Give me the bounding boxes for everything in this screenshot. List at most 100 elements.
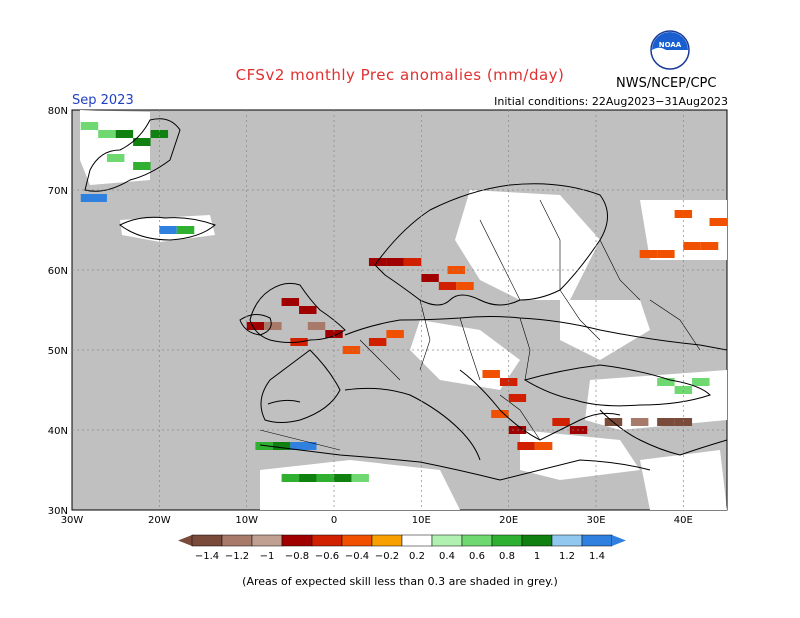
anomaly-cell: [639, 250, 658, 258]
anomaly-cell: [80, 122, 99, 130]
colorbar-label: −1.2: [225, 551, 249, 562]
colorbar-label: −0.6: [315, 551, 339, 562]
colorbar-swatch: [221, 534, 253, 547]
anomaly-cell: [246, 322, 265, 330]
anomaly-cell: [133, 138, 151, 146]
anomaly-cell: [98, 130, 116, 138]
anomaly-cell: [368, 338, 387, 346]
latitude-tick-label: 30N: [48, 506, 68, 517]
anomaly-cell: [176, 226, 195, 234]
anomaly-cell: [316, 474, 334, 482]
colorbar-label: −1: [260, 551, 275, 562]
longitude-tick-label: 20W: [148, 515, 171, 526]
anomaly-cell: [683, 242, 701, 250]
anomaly-cell: [552, 418, 570, 426]
colorbar-swatch: [371, 534, 403, 547]
colorbar-high-arrow: [612, 535, 626, 546]
anomaly-cell: [657, 418, 675, 426]
anomaly-cell: [159, 226, 177, 234]
anomaly-cell: [674, 210, 693, 218]
logo-text: NOAA: [659, 41, 682, 49]
latitude-ticks: 30N 40N 50N 60N 70N 80N: [48, 106, 68, 517]
colorbar-label: 0.6: [469, 551, 485, 562]
anomaly-cell: [342, 346, 361, 354]
longitude-ticks: 30W 20W 10W 0 10E 20E 30E 40E: [61, 515, 693, 526]
colorbar-label: 1.2: [559, 551, 575, 562]
colorbar-label: 0.8: [499, 551, 515, 562]
anomaly-cell: [456, 282, 474, 290]
colorbar-label: 1: [534, 551, 540, 562]
longitude-tick-label: 20E: [499, 515, 518, 526]
colorbar-swatch: [311, 534, 343, 547]
anomaly-cell: [508, 394, 527, 402]
colorbar-swatch: [341, 534, 373, 547]
colorbar-label: −1.4: [195, 551, 219, 562]
anomaly-cell: [657, 378, 675, 386]
anomaly-cell: [334, 474, 352, 482]
anomaly-cell: [299, 306, 317, 314]
colorbar-swatch: [551, 534, 583, 547]
latitude-tick-label: 50N: [48, 346, 68, 357]
anomaly-cell: [447, 266, 465, 274]
anomaly-cell: [150, 130, 169, 138]
anomaly-cell: [491, 410, 509, 418]
forecast-month-label: Sep 2023: [72, 93, 134, 108]
anomaly-cell: [438, 282, 457, 290]
longitude-tick-label: 30E: [586, 515, 605, 526]
longitude-tick-label: 30W: [61, 515, 84, 526]
latitude-tick-label: 70N: [48, 186, 68, 197]
anomaly-cell: [281, 298, 300, 306]
colorbar-low-arrow: [178, 535, 192, 546]
colorbar-legend: −1.4 −1.2 −1 −0.8 −0.6 −0.4 −0.2 0.2 0.4 0.6 0.8 1 1…: [178, 534, 626, 562]
anomaly-cell: [709, 218, 727, 226]
anomaly-cell: [534, 442, 553, 450]
anomaly-cell: [351, 474, 369, 482]
latitude-tick-label: 80N: [48, 106, 68, 117]
colorbar-label: 0.4: [439, 551, 455, 562]
anomaly-cell: [299, 474, 317, 482]
colorbar-label: −0.2: [375, 551, 399, 562]
noaa-logo-icon: NOAA: [650, 30, 690, 70]
anomaly-cell: [700, 242, 719, 250]
anomaly-cell: [264, 322, 282, 330]
anomaly-cell: [421, 274, 439, 282]
anomaly-cell: [106, 154, 125, 162]
coastlines: [84, 118, 728, 481]
anomaly-cell: [386, 258, 404, 266]
colorbar-swatch: [491, 534, 523, 547]
agency-label: NWS/NCEP/CPC: [616, 76, 717, 91]
anomaly-cell: [133, 162, 151, 170]
colorbar-label: −0.8: [285, 551, 309, 562]
colorbar-swatch: [581, 534, 613, 547]
colorbar-swatch: [461, 534, 493, 547]
anomaly-cell: [325, 330, 343, 338]
anomaly-cell: [692, 378, 710, 386]
initial-conditions-label: Initial conditions: 22Aug2023−31Aug2023: [494, 95, 728, 108]
anomaly-cell: [115, 130, 134, 138]
colorbar-swatch: [401, 534, 433, 547]
skill-footnote: (Areas of expected skill less than 0.3 a…: [242, 575, 558, 588]
latitude-tick-label: 40N: [48, 426, 68, 437]
anomaly-cell: [482, 370, 500, 378]
colorbar-swatch: [251, 534, 283, 547]
anomaly-cell: [630, 418, 649, 426]
colorbar-swatch: [191, 534, 223, 547]
anomaly-cell: [281, 474, 300, 482]
anomaly-cell: [657, 250, 675, 258]
grid-lines: [72, 110, 727, 510]
longitude-tick-label: 10W: [235, 515, 258, 526]
longitude-tick-label: 10E: [412, 515, 431, 526]
colorbar-label: 1.4: [589, 551, 605, 562]
colorbar-swatch: [281, 534, 313, 547]
colorbar-label: 0.2: [409, 551, 425, 562]
anomaly-cell: [517, 442, 535, 450]
map-title: CFSv2 monthly Prec anomalies (mm/day): [235, 66, 565, 84]
anomaly-cell: [386, 330, 404, 338]
latitude-tick-label: 60N: [48, 266, 68, 277]
longitude-tick-label: 0: [331, 515, 337, 526]
anomaly-cell: [307, 322, 326, 330]
colorbar-swatch: [431, 534, 463, 547]
anomaly-cell: [403, 258, 422, 266]
colorbar-label: −0.4: [345, 551, 369, 562]
